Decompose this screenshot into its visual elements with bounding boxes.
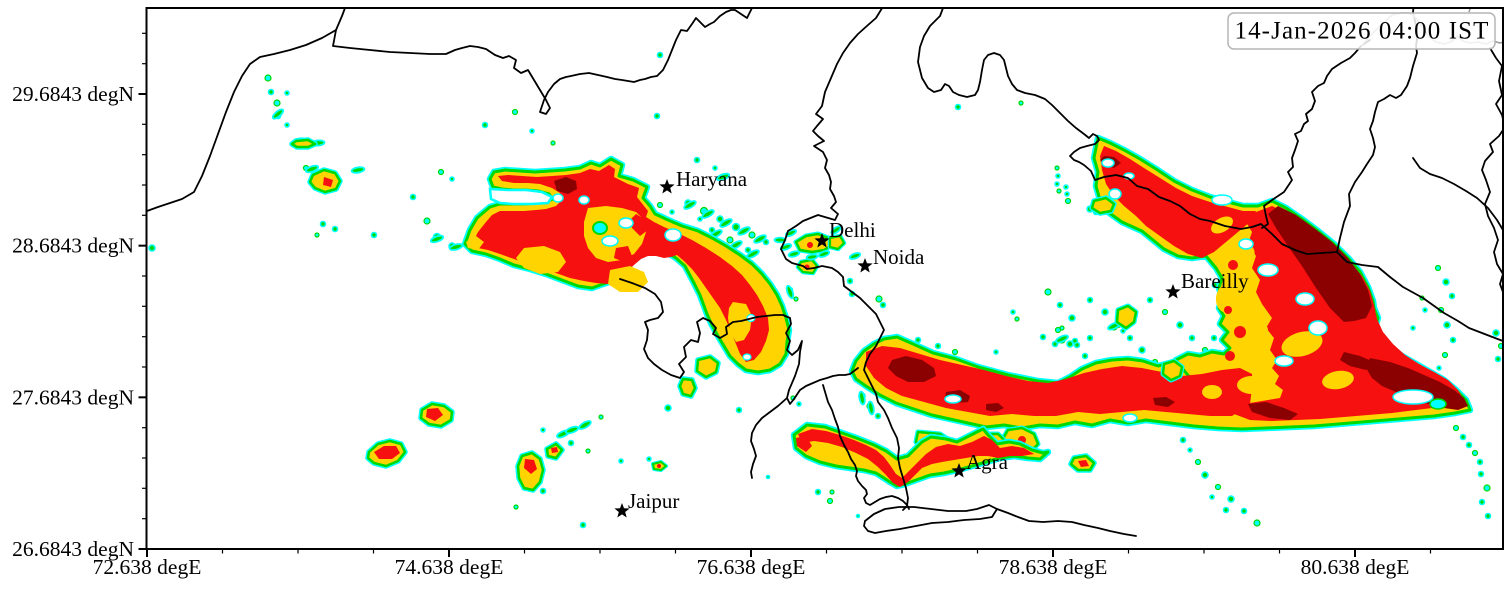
svg-text:Bareilly: Bareilly <box>1181 269 1249 293</box>
svg-text:14-Jan-2026 04:00 IST: 14-Jan-2026 04:00 IST <box>1234 18 1489 45</box>
svg-text:76.638 degE: 76.638 degE <box>697 555 806 579</box>
svg-text:Agra: Agra <box>966 450 1009 474</box>
svg-text:28.6843 degN: 28.6843 degN <box>12 234 134 258</box>
svg-text:27.6843 degN: 27.6843 degN <box>12 385 134 409</box>
svg-text:Jaipur: Jaipur <box>628 489 679 513</box>
svg-text:72.638 degE: 72.638 degE <box>93 555 202 579</box>
svg-text:78.638 degE: 78.638 degE <box>999 555 1108 579</box>
svg-text:74.638 degE: 74.638 degE <box>395 555 504 579</box>
svg-text:Delhi: Delhi <box>829 218 876 242</box>
svg-text:80.638 degE: 80.638 degE <box>1301 555 1410 579</box>
svg-text:26.6843 degN: 26.6843 degN <box>12 537 134 561</box>
svg-text:Haryana: Haryana <box>676 167 748 191</box>
svg-text:Noida: Noida <box>873 245 925 269</box>
svg-text:29.6843 degN: 29.6843 degN <box>12 82 134 106</box>
